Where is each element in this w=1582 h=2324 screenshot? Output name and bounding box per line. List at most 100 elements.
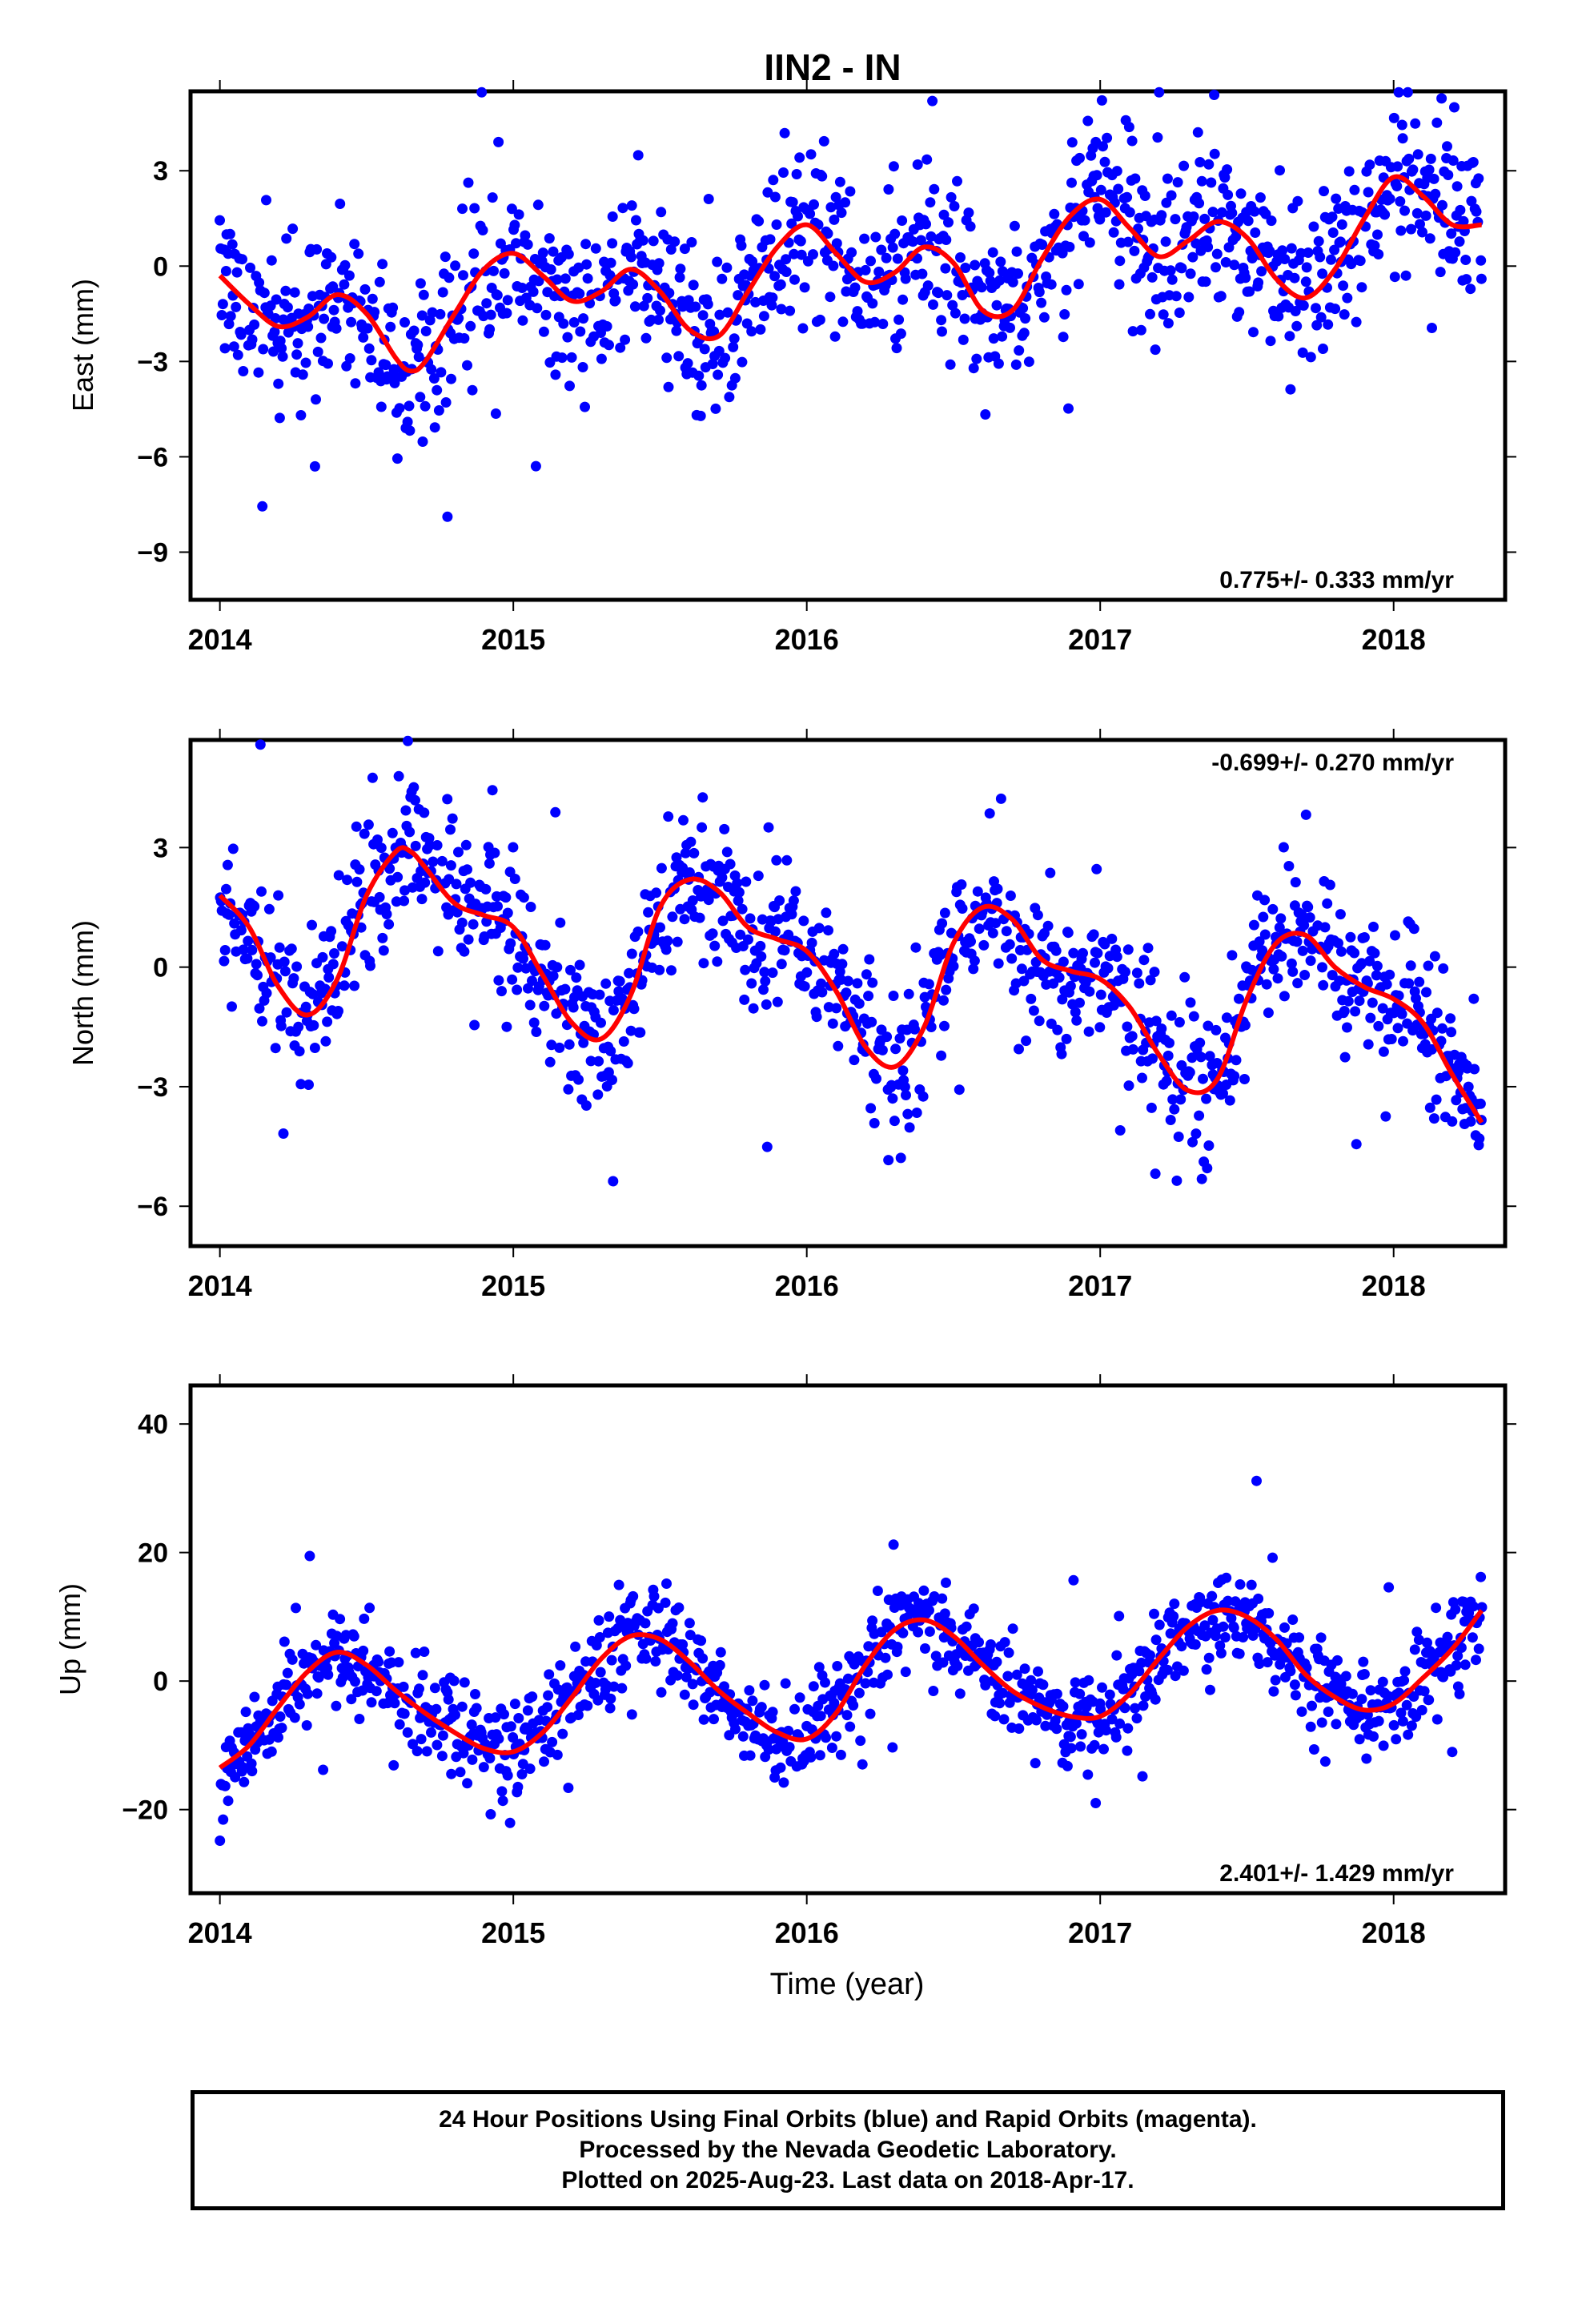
north-data-point (1296, 909, 1307, 920)
east-data-point (1158, 309, 1169, 320)
up-data-point (1331, 1719, 1342, 1730)
up-data-point (640, 1618, 651, 1629)
east-data-point (335, 199, 346, 209)
east-data-point (578, 313, 589, 324)
north-data-point (799, 981, 810, 992)
north-data-point (1070, 1007, 1081, 1018)
north-data-point (1138, 955, 1150, 966)
east-data-point (1443, 170, 1454, 180)
up-data-point (1307, 1700, 1317, 1711)
east-data-point (1220, 257, 1231, 267)
north-data-point (367, 772, 378, 783)
north-data-point (745, 913, 756, 924)
east-data-point (628, 279, 639, 290)
east-data-point (545, 264, 556, 275)
east-data-point (520, 230, 531, 241)
footer-caption-box: 24 Hour Positions Using Final Orbits (bl… (191, 2090, 1505, 2210)
north-data-point (1127, 1043, 1138, 1055)
east-data-point (1397, 133, 1408, 144)
up-data-point (1289, 1679, 1300, 1691)
east-data-point (1191, 238, 1202, 249)
north-data-point (1463, 1081, 1474, 1092)
up-data-point (552, 1684, 564, 1695)
up-data-point (789, 1703, 800, 1715)
north-data-point (954, 1084, 965, 1096)
east-data-point (1200, 276, 1211, 287)
east-data-point (1160, 236, 1171, 247)
east-data-point (344, 353, 355, 364)
north-data-point (560, 983, 571, 995)
north-data-point (307, 919, 317, 931)
east-data-point (849, 282, 861, 293)
east-data-point (224, 228, 235, 239)
north-data-point (667, 911, 678, 923)
east-data-point (781, 254, 792, 265)
east-data-point (778, 167, 789, 178)
east-data-point (741, 318, 753, 329)
east-data-point (1231, 231, 1242, 242)
north-data-point (661, 944, 672, 955)
north-data-point (1147, 1053, 1158, 1064)
north-data-point (717, 872, 728, 883)
north-data-point (252, 970, 263, 981)
up-data-point (918, 1585, 930, 1596)
east-data-point (889, 228, 901, 239)
up-data-point (937, 1593, 948, 1604)
east-data-point (1209, 148, 1220, 159)
east-y-tick-label: −9 (137, 537, 168, 568)
east-x-tick-label: 2016 (775, 623, 839, 656)
east-data-point (703, 194, 714, 204)
north-data-point (974, 923, 985, 935)
up-data-point (1409, 1644, 1420, 1655)
east-data-point (369, 307, 380, 318)
north-data-point (1106, 933, 1118, 944)
east-data-point (1135, 324, 1146, 336)
east-data-point (402, 416, 413, 428)
north-data-point (1090, 957, 1100, 968)
up-data-point (684, 1618, 695, 1629)
up-data-point (775, 1762, 786, 1773)
north-data-point (319, 983, 331, 995)
east-data-point (420, 326, 432, 336)
up-data-point (431, 1703, 442, 1715)
north-data-point (1421, 987, 1431, 998)
east-data-point (673, 351, 685, 362)
east-data-point (769, 191, 781, 203)
east-data-point (960, 263, 971, 273)
east-data-point (469, 203, 480, 214)
east-data-point (1250, 227, 1261, 238)
north-data-point (1268, 963, 1279, 975)
north-data-point (1006, 953, 1018, 964)
east-data-point (343, 270, 355, 281)
east-data-point (349, 239, 360, 250)
up-data-point (1290, 1690, 1301, 1701)
east-data-point (877, 319, 889, 329)
north-data-point (1446, 1027, 1457, 1038)
east-data-point (712, 256, 723, 267)
east-data-point (268, 346, 279, 357)
north-x-tick-label: 2017 (1068, 1269, 1132, 1302)
east-data-point (869, 316, 881, 328)
east-data-point (1311, 303, 1321, 314)
east-data-point (852, 306, 863, 317)
up-data-point (215, 1835, 226, 1846)
east-data-point (1129, 245, 1140, 256)
east-data-point (604, 270, 616, 281)
north-data-point (993, 958, 1004, 969)
east-data-point (577, 362, 588, 372)
up-data-point (516, 1769, 528, 1779)
up-data-point (1354, 1734, 1365, 1745)
east-data-point (1176, 263, 1187, 274)
east-data-point (1468, 157, 1479, 167)
up-data-point (1473, 1643, 1484, 1655)
north-data-point (813, 923, 825, 934)
north-data-point (333, 870, 344, 881)
north-data-point (767, 967, 778, 979)
up-data-point (1447, 1747, 1458, 1758)
east-data-point (404, 400, 415, 412)
north-x-tick-label: 2018 (1362, 1269, 1426, 1302)
north-data-point (867, 977, 878, 988)
north-data-point (308, 1019, 319, 1031)
north-data-point (992, 883, 1003, 895)
north-data-point (317, 951, 328, 963)
